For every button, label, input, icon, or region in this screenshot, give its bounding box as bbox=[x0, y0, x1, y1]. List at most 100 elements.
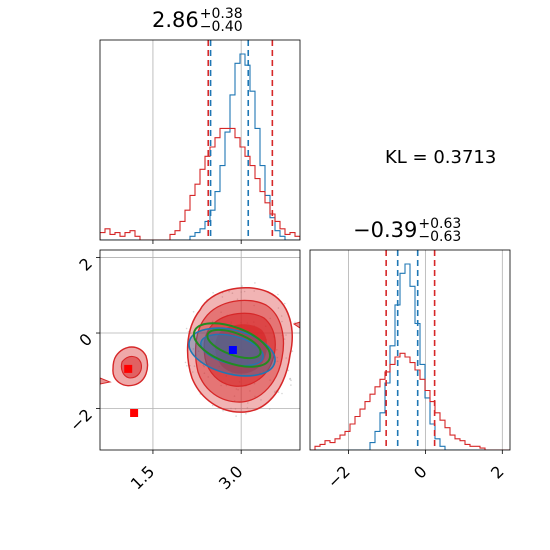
y-tick-label: 0 bbox=[75, 330, 96, 351]
x-tick-label: 1.5 bbox=[127, 462, 158, 493]
sample-point bbox=[234, 408, 237, 410]
sample-point bbox=[220, 384, 222, 387]
sample-point bbox=[294, 321, 296, 324]
sample-point bbox=[246, 407, 249, 409]
y-tick-label: 2 bbox=[75, 254, 96, 275]
contour-panel: 1.5 3.0 −2 0 2 bbox=[66, 249, 301, 493]
sample-point bbox=[237, 388, 239, 391]
sample-point bbox=[269, 317, 272, 320]
sample-point bbox=[233, 395, 236, 397]
sample-point bbox=[274, 390, 276, 393]
x-tick-label: 2 bbox=[487, 462, 508, 483]
sample-point bbox=[287, 369, 290, 372]
sample-point bbox=[276, 356, 279, 359]
sample-point bbox=[225, 384, 228, 387]
sample-point bbox=[281, 392, 283, 395]
sample-point bbox=[211, 320, 214, 323]
y-tick-label: −2 bbox=[66, 405, 96, 435]
panel2-title-value: −0.39 bbox=[353, 218, 418, 242]
sample-point bbox=[249, 390, 251, 392]
sample-point bbox=[193, 365, 196, 367]
panel1-title-lower: −0.40 bbox=[199, 19, 243, 35]
sample-point bbox=[291, 350, 294, 353]
sample-point bbox=[235, 415, 237, 417]
contour-red-edge bbox=[100, 377, 112, 385]
sample-point bbox=[283, 338, 286, 340]
sample-point bbox=[277, 391, 280, 393]
sample-point bbox=[284, 302, 286, 305]
kl-divergence-label: KL = 0.3713 bbox=[385, 147, 497, 168]
sample-point bbox=[192, 311, 195, 313]
sample-point bbox=[240, 291, 242, 293]
sample-point bbox=[260, 399, 262, 401]
sample-point bbox=[285, 357, 288, 359]
sample-point bbox=[289, 377, 292, 380]
sample-point bbox=[269, 379, 271, 381]
sample-point bbox=[268, 408, 271, 410]
sample-point bbox=[247, 402, 249, 404]
sample-point bbox=[203, 372, 206, 375]
sample-point bbox=[192, 371, 194, 373]
sample-point bbox=[280, 315, 283, 317]
hist-panel-param1 bbox=[99, 39, 301, 244]
sample-point bbox=[197, 350, 200, 353]
sample-point bbox=[185, 327, 188, 330]
contour-green-outer bbox=[192, 322, 272, 368]
panel2-title-upper: +0.63 bbox=[418, 216, 462, 232]
contour-green-inner bbox=[206, 328, 262, 360]
marker-red-1 bbox=[124, 364, 133, 373]
panel2-title-errors: +0.63 −0.63 bbox=[418, 216, 462, 245]
panel1-title-value: 2.86 bbox=[152, 8, 199, 32]
sample-point bbox=[277, 293, 279, 296]
sample-point bbox=[277, 307, 280, 309]
hist-panel-param2: −2 0 2 bbox=[309, 249, 511, 492]
histogram-series-1 bbox=[100, 53, 300, 240]
sample-point bbox=[236, 298, 239, 301]
sample-point bbox=[290, 379, 292, 382]
sample-point bbox=[254, 395, 256, 398]
axes-frame bbox=[99, 39, 301, 241]
panel1-title-errors: +0.38 −0.40 bbox=[199, 6, 243, 35]
sample-point bbox=[243, 290, 246, 293]
sample-point bbox=[192, 348, 195, 350]
axes-frame bbox=[309, 249, 511, 451]
sample-point bbox=[276, 360, 279, 363]
x-tick-label: −2 bbox=[324, 462, 354, 492]
x-tick-label: 0 bbox=[410, 462, 431, 483]
sample-point bbox=[253, 304, 255, 307]
sample-point bbox=[231, 292, 234, 295]
truth-marker-blue bbox=[228, 346, 237, 354]
axes-frame bbox=[99, 249, 301, 451]
contour-red-edge bbox=[292, 321, 300, 329]
sample-point bbox=[235, 388, 238, 390]
sample-point bbox=[184, 361, 187, 364]
sample-point bbox=[222, 409, 224, 412]
sample-point bbox=[203, 365, 205, 368]
sample-point bbox=[281, 320, 283, 323]
sample-point bbox=[211, 404, 214, 407]
marker-red-2 bbox=[130, 409, 139, 417]
panel2-title: −0.39 +0.63 −0.63 bbox=[353, 216, 462, 245]
sample-point bbox=[202, 364, 205, 367]
sample-point bbox=[289, 378, 291, 380]
sample-point bbox=[221, 296, 224, 298]
sample-point bbox=[186, 365, 188, 367]
sample-point bbox=[290, 384, 292, 386]
histogram-series-2 bbox=[100, 127, 300, 240]
sample-point bbox=[274, 391, 276, 394]
histogram-series-1 bbox=[310, 263, 510, 450]
panel2-title-lower: −0.63 bbox=[418, 229, 462, 245]
sample-point bbox=[207, 376, 209, 378]
sample-point bbox=[212, 292, 214, 294]
sample-point bbox=[241, 285, 243, 287]
x-tick-label: 3.0 bbox=[215, 462, 246, 493]
sample-point bbox=[228, 290, 230, 293]
sample-point bbox=[189, 332, 192, 335]
histogram-series-2 bbox=[310, 352, 510, 450]
sample-point bbox=[285, 334, 287, 336]
sample-point bbox=[276, 349, 278, 351]
panel1-title-upper: +0.38 bbox=[199, 6, 243, 22]
sample-point bbox=[254, 282, 256, 284]
sample-point bbox=[253, 382, 256, 385]
